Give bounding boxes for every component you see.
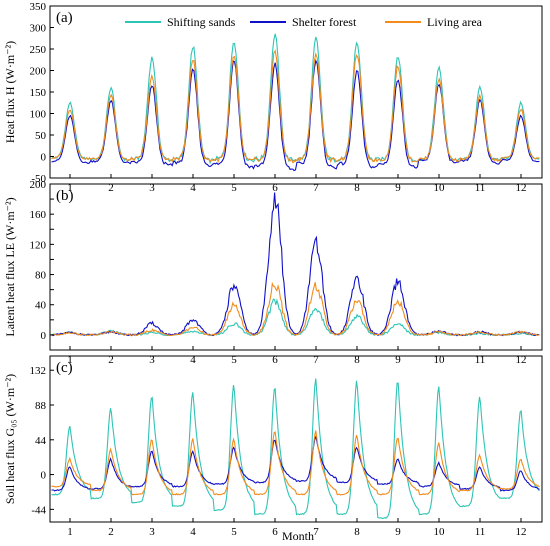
legend-label: Living area [427, 15, 483, 29]
x-tick-label: 3 [149, 182, 155, 194]
x-tick-label: 6 [272, 526, 278, 538]
x-tick-label: 3 [149, 526, 155, 538]
x-tick-label: 4 [190, 526, 196, 538]
legend-item-forest: Shelter forest [250, 15, 357, 29]
x-tick-label: 1 [67, 182, 73, 194]
x-tick-label: 6 [272, 354, 278, 366]
x-tick-label: 9 [395, 182, 401, 194]
x-tick-label: 2 [108, 354, 114, 366]
panel-label: (c) [56, 360, 73, 376]
y-tick-label: 120 [30, 239, 47, 251]
x-tick-label: 5 [231, 182, 237, 194]
x-tick-label: 3 [149, 354, 155, 366]
series-group [51, 378, 540, 520]
y-axis-label: Latent heat flux LE (W·m⁻²) [3, 197, 17, 336]
y-tick-label: 40 [35, 300, 47, 312]
x-tick-label: 6 [272, 182, 278, 194]
y-tick-label: -44 [31, 504, 46, 516]
y-tick-label: 150 [30, 87, 47, 99]
plot-frame [49, 355, 543, 523]
y-tick-label: 0 [41, 330, 47, 342]
x-tick-label: 11 [475, 526, 486, 538]
series-line-sand [51, 298, 540, 337]
series-line-forest [51, 192, 540, 337]
x-tick-label: 11 [475, 182, 486, 194]
series-group [51, 33, 540, 172]
x-tick-label: 1 [67, 354, 73, 366]
y-tick-label: 44 [35, 435, 47, 447]
y-tick-label: 50 [35, 130, 47, 142]
x-tick-label: 7 [313, 182, 319, 194]
y-tick-label: 80 [35, 270, 47, 282]
x-tick-label: 8 [354, 182, 360, 194]
y-tick-label: 300 [30, 23, 47, 35]
y-tick-label: 0 [41, 470, 47, 482]
series-line-forest [51, 59, 540, 172]
y-tick-label: 88 [35, 400, 47, 412]
x-tick-label: 4 [190, 182, 196, 194]
panel-label: (a) [56, 10, 73, 26]
x-tick-label: 5 [231, 526, 237, 538]
series-line-sand [51, 378, 540, 520]
series-line-living [51, 430, 540, 496]
series-line-living [51, 49, 540, 164]
x-tick-label: 11 [475, 354, 486, 366]
plot-frame [49, 183, 543, 351]
x-tick-label: 2 [108, 526, 114, 538]
x-tick-label: 10 [434, 526, 446, 538]
y-axis-label: Heat flux H (W·m⁻²) [3, 41, 17, 143]
legend-item-sand: Shifting sands [125, 15, 236, 29]
plot-frame [49, 5, 543, 179]
y-tick-label: 350 [30, 1, 47, 13]
legend: Shifting sands Shelter forest Living area [125, 15, 483, 29]
y-tick-label: 160 [30, 209, 47, 221]
x-tick-label: 12 [516, 526, 527, 538]
x-tick-label: 5 [231, 354, 237, 366]
y-tick-label: 250 [30, 44, 47, 56]
x-tick-label: 2 [108, 182, 114, 194]
legend-item-living: Living area [385, 15, 483, 29]
x-tick-label: 8 [354, 354, 360, 366]
x-tick-label: 9 [395, 354, 401, 366]
y-axis-label: Soil heat flux G₀₅ (W·m⁻²) [3, 374, 17, 504]
panel-label: (b) [56, 188, 74, 204]
x-tick-label: 4 [190, 354, 196, 366]
x-tick-label: 7 [313, 526, 319, 538]
x-tick-label: 12 [516, 354, 527, 366]
series-line-forest [51, 435, 540, 492]
y-tick-label: -50 [31, 173, 46, 185]
y-tick-label: 200 [30, 179, 47, 191]
x-tick-label: 9 [395, 526, 401, 538]
x-tick-label: 7 [313, 354, 319, 366]
series-group [51, 192, 540, 337]
y-tick-label: 132 [30, 365, 47, 377]
legend-label: Shifting sands [167, 15, 236, 29]
y-tick-label: 100 [30, 109, 47, 121]
x-tick-label: 8 [354, 526, 360, 538]
x-tick-label: 12 [516, 182, 527, 194]
series-line-sand [51, 33, 540, 165]
x-axis-label: Month [282, 529, 314, 543]
series-line-living [51, 281, 540, 337]
y-tick-label: 200 [30, 66, 47, 78]
x-tick-label: 10 [434, 354, 446, 366]
x-tick-label: 1 [67, 526, 73, 538]
y-tick-label: 0 [41, 152, 47, 164]
legend-label: Shelter forest [292, 15, 357, 29]
x-tick-label: 10 [434, 182, 446, 194]
